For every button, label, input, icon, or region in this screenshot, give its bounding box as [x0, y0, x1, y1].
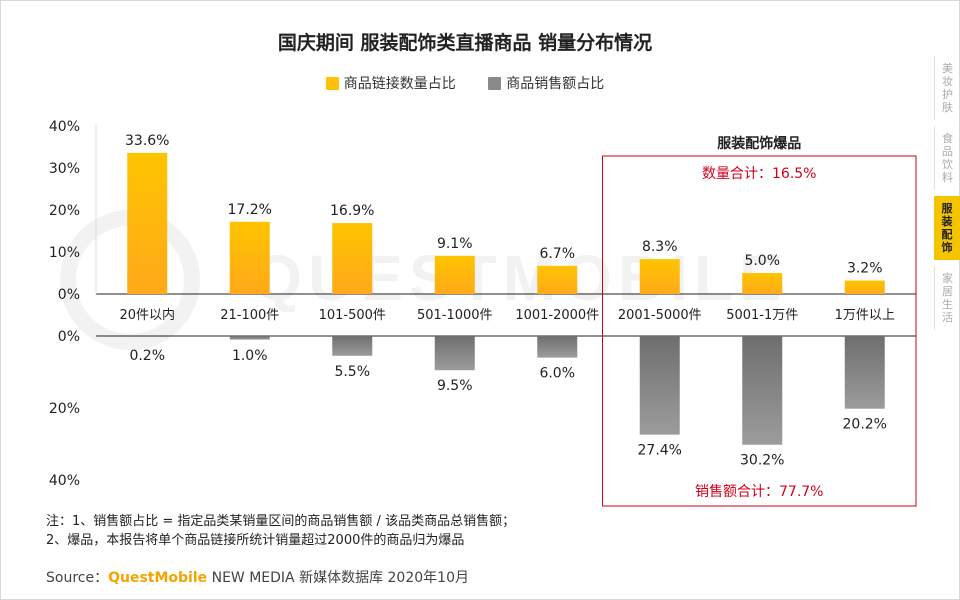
bar-sales-5 — [639, 336, 680, 435]
bar-count-1 — [229, 221, 270, 294]
chart-title: 国庆期间 服装配饰类直播商品 销量分布情况 — [277, 32, 653, 54]
legend-swatch-count — [325, 76, 339, 90]
highlight-sales-total: 销售额合计：77.7% — [695, 484, 823, 500]
footnotes: 注：1、销售额占比 = 指定品类某销量区间的商品销售额 / 该品类商品总销售额；… — [46, 512, 515, 550]
category-side-nav: 美妆护肤食品饮料服装配饰家居生活 — [934, 56, 960, 336]
bottom-y-tick-label: 0% — [58, 329, 80, 345]
bar-sales-1 — [229, 336, 270, 340]
data-label-count-4: 6.7% — [539, 246, 575, 262]
category-label-5: 2001-5000件 — [618, 308, 702, 323]
category-label-0: 20件以内 — [119, 307, 175, 323]
bar-count-0 — [127, 152, 168, 294]
side-nav-item-1[interactable]: 食品饮料 — [934, 126, 960, 190]
category-label-6: 5001-1万件 — [726, 308, 798, 323]
bar-sales-0 — [127, 336, 168, 337]
category-label-1: 21-100件 — [220, 308, 279, 323]
legend-label-count: 商品链接数量占比 — [343, 76, 456, 92]
bar-count-5 — [639, 259, 680, 294]
bar-count-6 — [742, 273, 783, 294]
legend-item-sales: 商品销售额占比 — [488, 73, 604, 93]
data-label-sales-0: 0.2% — [129, 348, 165, 364]
chart-canvas: QUESTMOBILE40%30%20%10%0%0%20%40%服装配饰爆品数… — [49, 119, 917, 507]
top-y-tick-label: 30% — [49, 161, 80, 177]
side-nav-item-0[interactable]: 美妆护肤 — [934, 56, 960, 120]
bar-count-4 — [537, 265, 578, 294]
legend: 商品链接数量占比 商品销售额占比 — [0, 73, 930, 94]
bar-count-7 — [844, 280, 885, 294]
bar-sales-7 — [844, 336, 885, 409]
legend-swatch-sales — [488, 76, 502, 90]
legend-item-count: 商品链接数量占比 — [325, 73, 456, 93]
data-label-count-0: 33.6% — [125, 133, 169, 149]
bar-sales-2 — [332, 336, 373, 356]
data-label-sales-1: 1.0% — [232, 348, 268, 364]
source-prefix: Source： — [46, 570, 109, 586]
bottom-y-tick-label: 20% — [49, 401, 80, 417]
highlight-title: 服装配饰爆品 — [717, 135, 801, 152]
side-nav-item-2[interactable]: 服装配饰 — [934, 196, 960, 260]
source-brand: QuestMobile — [108, 570, 208, 586]
data-label-sales-2: 5.5% — [334, 364, 370, 380]
highlight-count-total: 数量合计：16.5% — [702, 166, 816, 182]
top-y-tick-label: 40% — [49, 119, 80, 135]
bar-count-2 — [332, 223, 373, 294]
data-label-sales-7: 20.2% — [843, 417, 887, 433]
category-label-2: 101-500件 — [319, 308, 386, 323]
data-label-count-2: 16.9% — [330, 203, 374, 219]
highlight-box — [602, 155, 917, 507]
data-label-sales-6: 30.2% — [740, 453, 784, 469]
data-label-sales-5: 27.4% — [638, 443, 682, 459]
source-line: Source：QuestMobile NEW MEDIA 新媒体数据库 2020… — [46, 567, 469, 587]
top-y-tick-label: 20% — [49, 203, 80, 219]
category-label-3: 501-1000件 — [417, 308, 493, 323]
top-y-tick-label: 0% — [58, 287, 80, 303]
top-y-tick-label: 10% — [49, 245, 80, 261]
data-label-sales-3: 9.5% — [437, 378, 473, 394]
source-suffix: NEW MEDIA 新媒体数据库 2020年10月 — [207, 570, 469, 586]
data-label-count-7: 3.2% — [847, 261, 883, 277]
bottom-y-tick-label: 40% — [49, 473, 80, 489]
category-label-4: 1001-2000件 — [515, 308, 599, 323]
bar-sales-3 — [434, 336, 475, 371]
bar-count-3 — [434, 255, 475, 294]
data-label-count-1: 17.2% — [228, 202, 272, 218]
data-label-sales-4: 6.0% — [539, 366, 575, 382]
legend-label-sales: 商品销售额占比 — [506, 76, 605, 92]
data-label-count-3: 9.1% — [437, 236, 473, 252]
data-label-count-6: 5.0% — [744, 253, 780, 269]
footnote-2: 2、爆品，本报告将单个商品链接所统计销量超过2000件的商品归为爆品 — [46, 533, 465, 548]
footnote-1: 注：1、销售额占比 = 指定品类某销量区间的商品销售额 / 该品类商品总销售额； — [46, 514, 516, 529]
data-label-count-5: 8.3% — [642, 239, 678, 255]
bar-sales-4 — [537, 336, 578, 358]
category-label-7: 1万件以上 — [835, 308, 895, 323]
bar-sales-6 — [742, 336, 783, 445]
side-nav-item-3[interactable]: 家居生活 — [934, 266, 960, 330]
